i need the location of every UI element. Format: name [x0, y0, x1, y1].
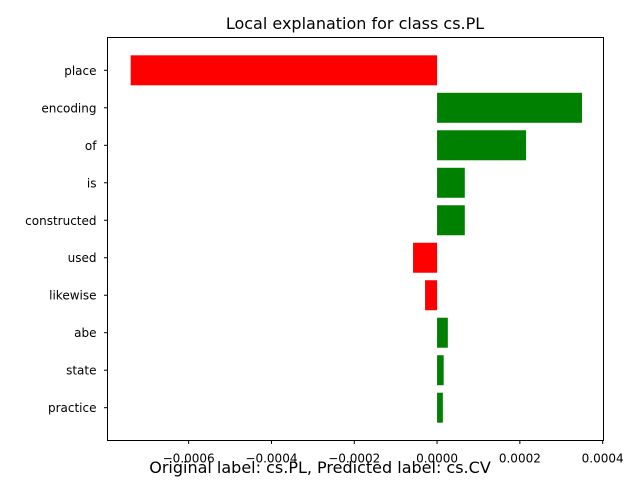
y-tick-label: state [66, 364, 96, 378]
bar-likewise [425, 280, 438, 311]
bar-is [437, 167, 465, 198]
y-tick-label: practice [48, 401, 97, 415]
bars-group [130, 55, 582, 423]
caption: Original label: cs.PL, Predicted label: … [149, 458, 491, 477]
x-axis-ticks: −0.0006 −0.0004 −0.0002 0.0000 0.0002 0.0004 [163, 440, 624, 466]
x-tick-label: 0.0004 [582, 452, 624, 466]
y-tick-label: is [87, 176, 97, 190]
bar-constructed [437, 205, 465, 236]
bar-used [413, 242, 438, 273]
y-tick-label: encoding [41, 101, 96, 115]
x-tick-label: −0.0002 [328, 452, 380, 466]
x-tick-label: 0.0000 [416, 452, 458, 466]
bar-abe [437, 317, 448, 348]
bar-place [130, 55, 438, 86]
y-tick-label: likewise [49, 289, 96, 303]
y-tick-label: constructed [25, 214, 96, 228]
bar-practice [437, 392, 443, 423]
y-tick-label: abe [74, 326, 96, 340]
bar-encoding [437, 92, 582, 123]
y-tick-label: of [85, 139, 97, 153]
plot-frame [107, 37, 604, 441]
x-tick-label: −0.0004 [245, 452, 297, 466]
chart-title: Local explanation for class cs.PL [226, 14, 484, 33]
y-tick-label: used [68, 251, 97, 265]
bar-state [437, 355, 444, 386]
x-tick-label: 0.0002 [499, 452, 541, 466]
y-tick-label: place [64, 64, 96, 78]
x-tick-label: −0.0006 [163, 452, 215, 466]
bar-of [437, 130, 527, 161]
y-axis-ticks: place encoding of is constructed used likewise… [25, 64, 108, 415]
